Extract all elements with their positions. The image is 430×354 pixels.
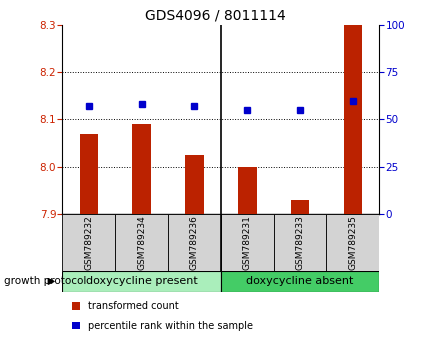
Bar [326,214,378,271]
Bar [220,214,273,271]
Text: GSM789232: GSM789232 [84,215,93,270]
Bar [62,214,115,271]
Text: percentile rank within the sample: percentile rank within the sample [88,321,253,331]
Bar [62,271,221,292]
Bar [290,200,309,214]
Text: doxycycline present: doxycycline present [86,276,197,286]
Bar [185,155,203,214]
Bar [273,214,326,271]
Bar [237,167,256,214]
Bar [72,302,80,309]
Text: growth protocol: growth protocol [4,276,86,286]
Text: doxycycline absent: doxycycline absent [246,276,353,286]
Text: transformed count: transformed count [88,301,179,311]
Text: GSM789235: GSM789235 [347,215,356,270]
Bar [72,322,80,329]
Text: GSM789231: GSM789231 [242,215,251,270]
Bar [220,271,378,292]
Bar [168,214,220,271]
Bar [115,214,168,271]
Text: GSM789234: GSM789234 [137,215,146,270]
Bar [132,124,150,214]
Text: GDS4096 / 8011114: GDS4096 / 8011114 [145,9,285,23]
Bar [80,134,98,214]
Bar [343,25,361,214]
Text: GSM789233: GSM789233 [295,215,304,270]
Text: GSM789236: GSM789236 [190,215,199,270]
